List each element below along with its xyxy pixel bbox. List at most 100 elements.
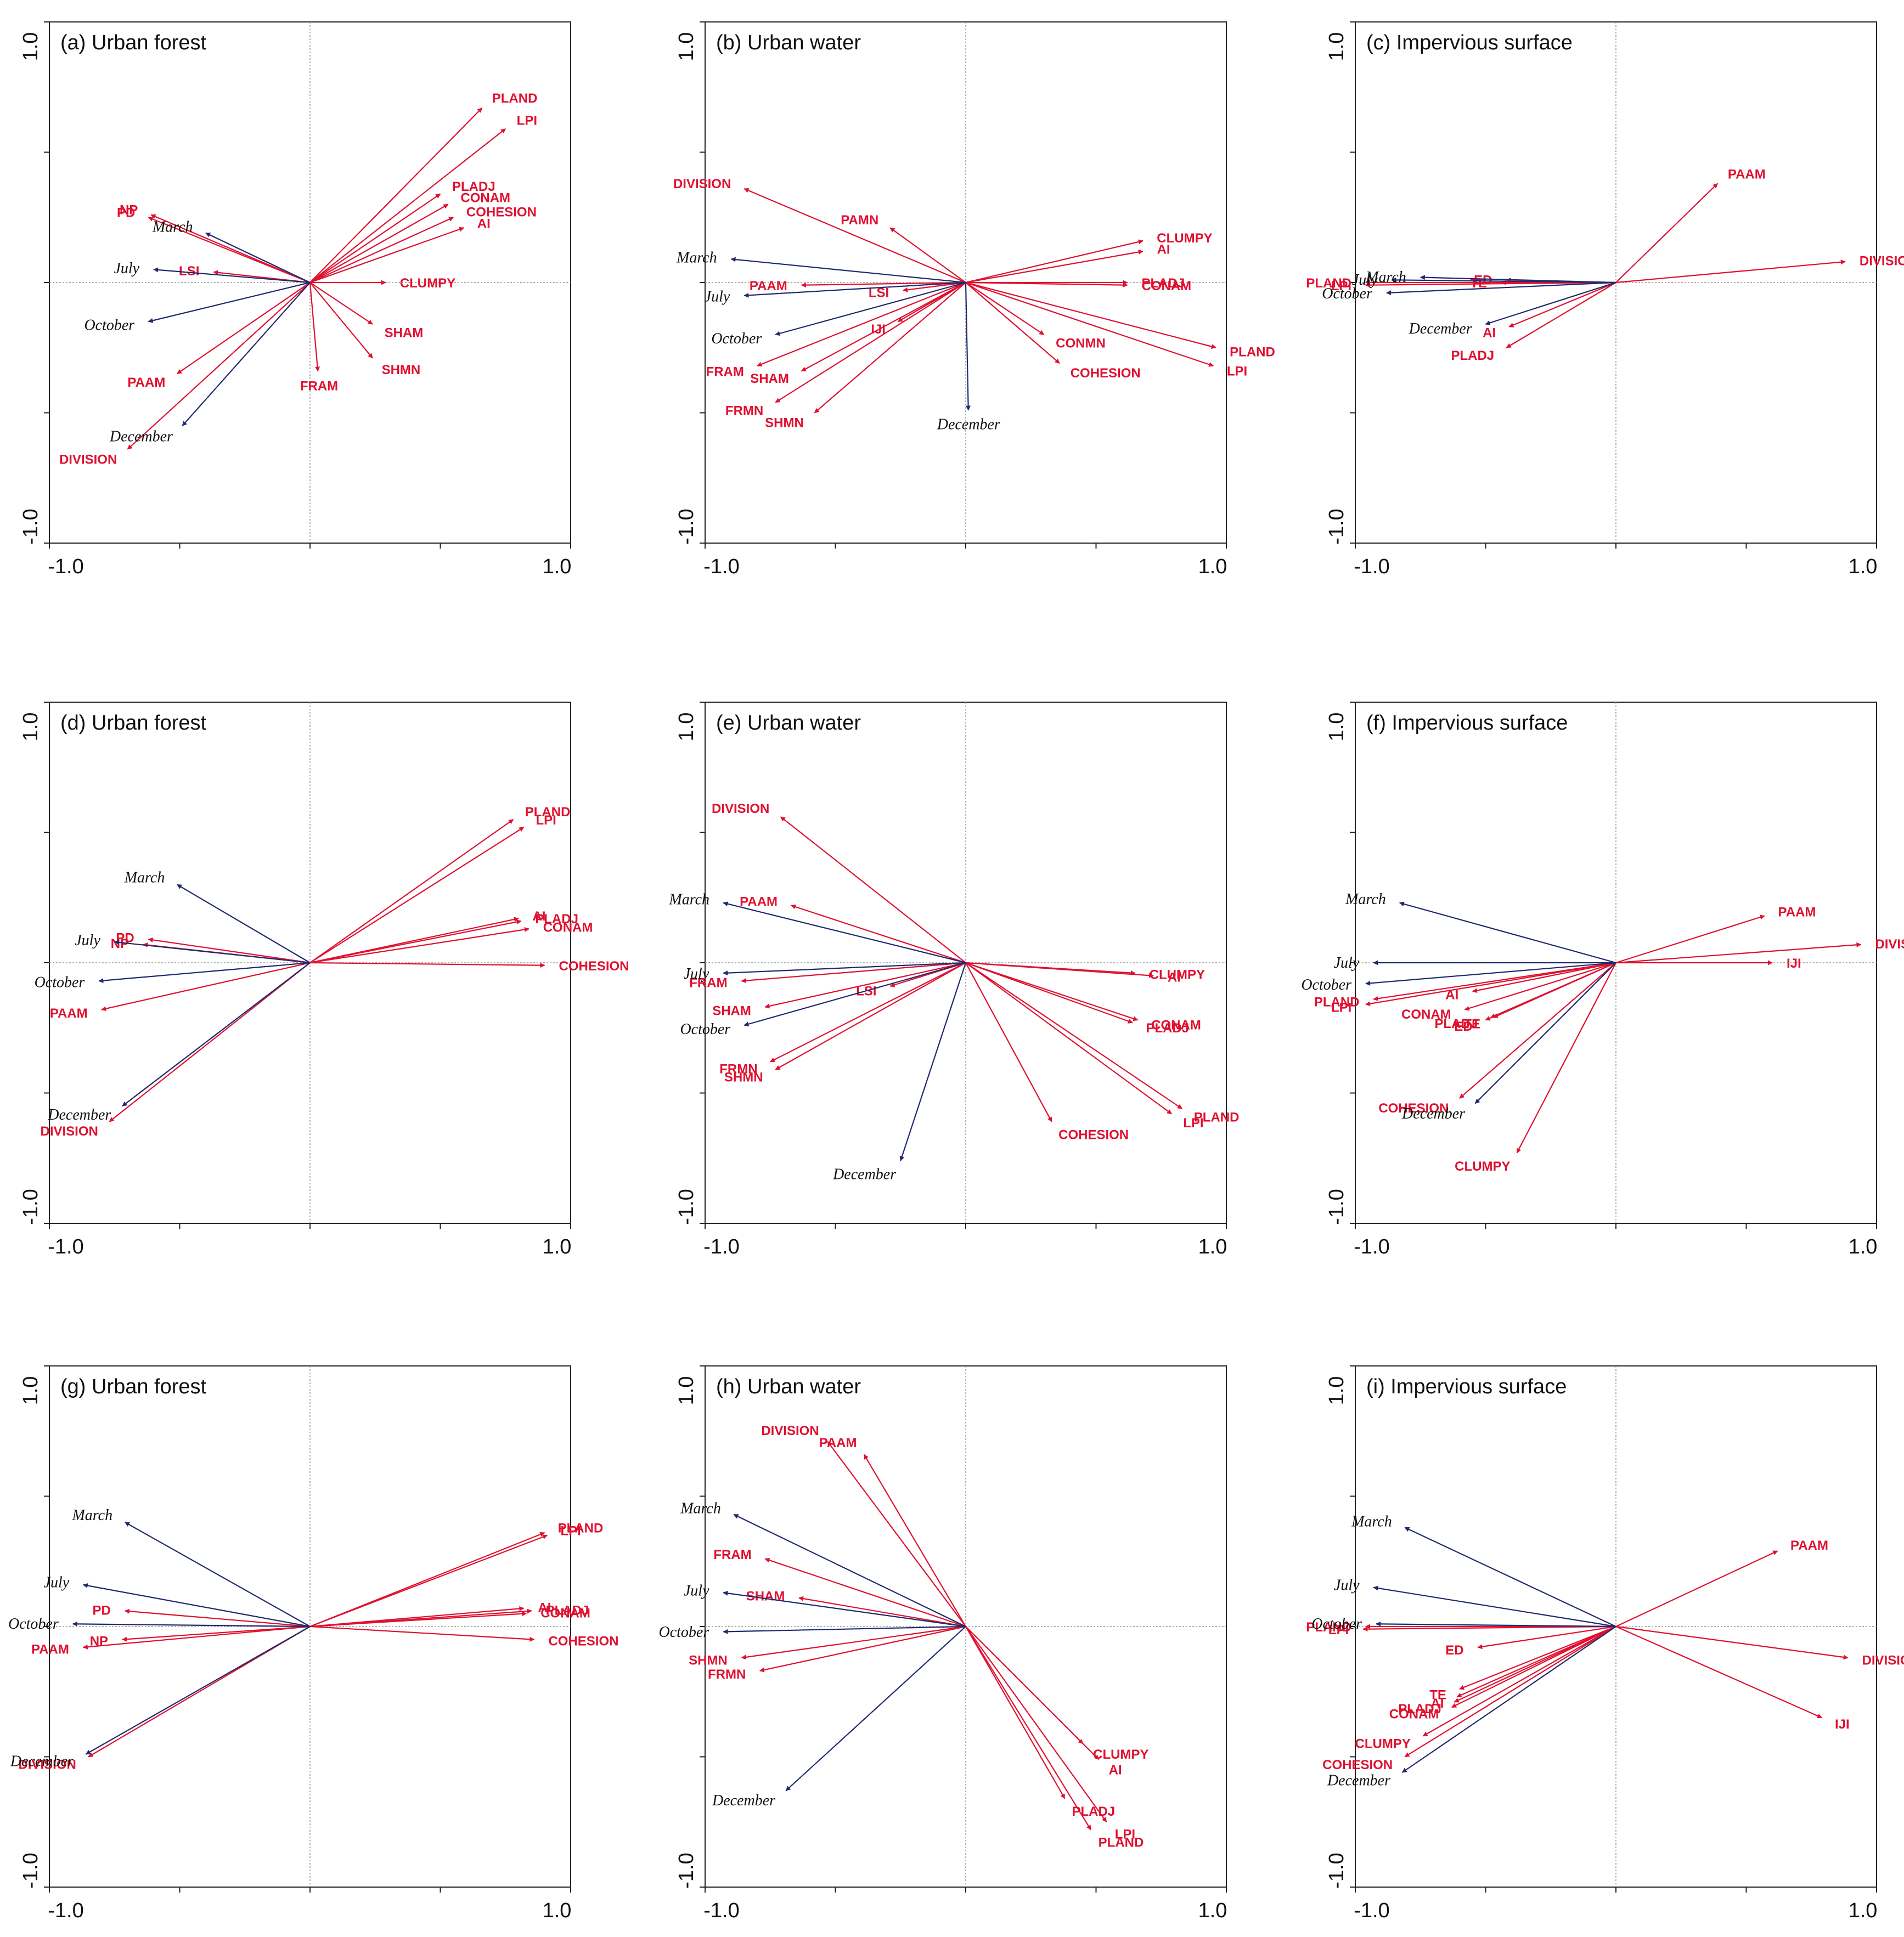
variable-label-shmn: SHMN: [724, 1070, 763, 1085]
variable-arrow-ai: [965, 249, 1143, 284]
variable-arrow-ai: [1472, 962, 1616, 993]
y-tick-label-max: 1.0: [1325, 713, 1348, 742]
x-tick-label-max: 1.0: [1198, 1899, 1227, 1922]
panel-i: -1.0 1.0 -1.0 1.0 (i) Impervious surface PAAM…: [1306, 1365, 1904, 1922]
env-arrow-july: [153, 267, 311, 284]
variable-arrow-cohesion: [309, 962, 545, 968]
variable-label-division: DIVISION: [712, 801, 769, 816]
variable-label-paam: PAAM: [1728, 167, 1766, 182]
variable-label-conam: CONAM: [1141, 279, 1191, 293]
env-arrow-july: [1373, 1585, 1616, 1628]
env-label-july: July: [705, 288, 730, 305]
variable-label-fram: FRAM: [689, 975, 727, 990]
panel-title: (g) Urban forest: [60, 1375, 207, 1398]
variable-arrow-pladj: [965, 962, 1133, 1024]
variable-label-fram: FRAM: [706, 365, 744, 380]
variable-label-te: TE: [1429, 1688, 1446, 1703]
env-label-july: July: [1334, 955, 1360, 972]
variable-label-pland: PLAND: [558, 1521, 604, 1535]
variable-arrow-pladj: [309, 193, 441, 283]
variable-arrow-paam: [177, 282, 311, 375]
x-tick-label-max: 1.0: [1849, 1899, 1878, 1922]
env-label-december: December: [47, 1106, 111, 1123]
variable-label-ed: ED: [1445, 1643, 1463, 1658]
variable-label-clumpy: CLUMPY: [1150, 968, 1205, 982]
panel-title: (f) Impervious surface: [1366, 711, 1568, 735]
variable-arrow-ai: [309, 227, 465, 284]
y-tick-label-min: -1.0: [19, 1189, 42, 1224]
variable-arrow-conam: [309, 927, 529, 964]
variable-label-shmn: SHMN: [382, 363, 421, 377]
variable-arrow-fram: [741, 962, 966, 984]
panel-title: (b) Urban water: [716, 31, 861, 54]
variable-arrow-paam: [801, 281, 966, 288]
variable-arrow-sham: [764, 962, 966, 1009]
panel-f: -1.0 1.0 -1.0 1.0 (f) Impervious surface PAAM…: [1301, 702, 1904, 1258]
variable-label-lpi: LPI: [517, 114, 537, 128]
variable-label-lpi: LPI: [1331, 1000, 1351, 1015]
env-label-october: October: [680, 1021, 730, 1038]
variable-label-pladj: PLADJ: [1072, 1804, 1115, 1819]
variable-label-fram: FRAM: [300, 379, 338, 393]
env-arrow-july: [114, 940, 311, 964]
variable-label-division: DIVISION: [1862, 1653, 1904, 1668]
variable-label-lpi: LPI: [1183, 1116, 1203, 1131]
variable-label-cohesion: COHESION: [1378, 1101, 1449, 1116]
env-label-july: July: [684, 965, 709, 982]
x-tick-label-min: -1.0: [1354, 1899, 1389, 1922]
variable-label-ai: AI: [1445, 987, 1458, 1002]
env-label-october: October: [1301, 976, 1351, 993]
x-tick-label-max: 1.0: [1849, 555, 1878, 578]
variable-arrow-lpi: [309, 1534, 548, 1628]
variable-label-division: DIVISION: [761, 1424, 819, 1438]
variable-arrow-fram: [764, 1557, 966, 1628]
x-tick-label-max: 1.0: [1198, 555, 1227, 578]
y-tick-label-max: 1.0: [19, 1376, 42, 1405]
variable-label-lpi: LPI: [561, 1523, 581, 1538]
y-tick-label-min: -1.0: [19, 1853, 42, 1888]
variable-arrow-paam: [82, 1625, 311, 1650]
variable-label-paam: PAAM: [740, 894, 778, 909]
variable-arrow-pladj: [1506, 282, 1616, 348]
panel-title: (h) Urban water: [716, 1375, 861, 1398]
variable-arrow-conam: [965, 281, 1128, 288]
variable-arrow-paam: [863, 1454, 966, 1627]
panel-b: -1.0 1.0 -1.0 1.0 (b) Urban water DIVISION PAM…: [673, 21, 1275, 578]
variable-label-lpi: LPI: [1331, 279, 1351, 293]
variable-label-np: NP: [120, 202, 138, 217]
variable-arrow-sham: [309, 282, 373, 325]
y-tick-label-min: -1.0: [675, 1189, 698, 1224]
variable-label-ai: AI: [477, 217, 491, 231]
x-tick-label-min: -1.0: [1354, 555, 1389, 578]
env-arrow-march: [723, 901, 966, 964]
env-label-october: October: [84, 317, 134, 334]
variable-arrow-cohesion: [1459, 962, 1616, 1099]
env-arrow-october: [98, 962, 311, 984]
env-label-july: July: [75, 932, 100, 949]
variable-label-cohesion: COHESION: [1058, 1128, 1129, 1143]
variable-arrow-fram: [757, 281, 966, 367]
variable-arrow-shmn: [741, 1625, 966, 1660]
variable-label-pland: PLAND: [1306, 1620, 1351, 1635]
x-tick-label-min: -1.0: [48, 555, 83, 578]
variable-label-pland: PLAND: [525, 805, 571, 820]
variable-arrow-pamn: [889, 227, 966, 283]
variable-arrow-np: [122, 1625, 311, 1642]
variable-label-shmn: SHMN: [689, 1653, 728, 1668]
env-arrow-december: [85, 1626, 311, 1755]
variable-arrow-frmn: [759, 1625, 966, 1673]
variable-label-pland: PLAND: [492, 91, 538, 106]
variable-label-ai: AI: [1430, 1696, 1444, 1711]
env-label-december: December: [832, 1166, 896, 1183]
variable-label-conmn: CONMN: [1056, 336, 1106, 351]
env-label-july: July: [1334, 1577, 1360, 1594]
x-tick-label-min: -1.0: [703, 1899, 739, 1922]
x-tick-label-max: 1.0: [1849, 1235, 1878, 1258]
variable-arrow-pladj: [965, 1626, 1066, 1799]
variable-arrow-pland: [309, 818, 514, 963]
env-arrow-december: [899, 962, 967, 1161]
variable-arrow-conam: [309, 1611, 527, 1628]
env-label-december: December: [1401, 1105, 1465, 1122]
